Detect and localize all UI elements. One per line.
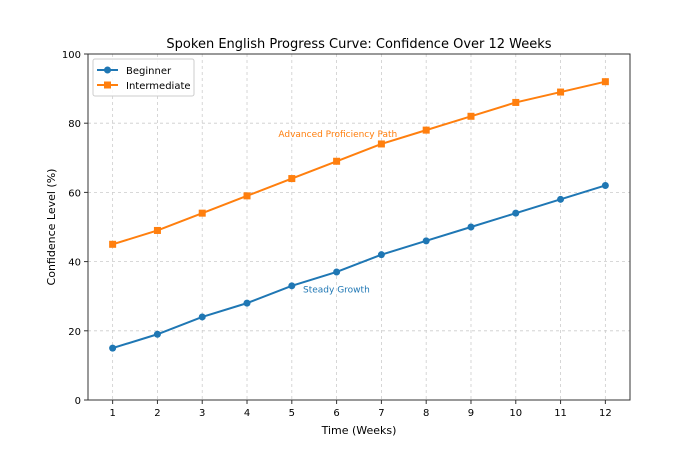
data-point [601, 181, 609, 189]
y-tick-label: 60 [68, 188, 81, 199]
data-point [557, 195, 565, 203]
data-point [467, 223, 475, 231]
data-point [288, 175, 296, 183]
x-tick-label: 12 [599, 408, 612, 419]
x-tick-label: 3 [199, 408, 205, 419]
annotation: Advanced Proficiency Path [278, 130, 397, 140]
data-point [377, 251, 385, 259]
chart-title: Spoken English Progress Curve: Confidenc… [166, 37, 551, 52]
x-tick-label: 6 [333, 408, 339, 419]
x-tick-label: 5 [289, 408, 295, 419]
x-tick-label: 7 [378, 408, 384, 419]
y-tick-label: 20 [68, 327, 81, 338]
x-axis-label: Time (Weeks) [321, 424, 397, 437]
x-tick-label: 4 [244, 408, 250, 419]
data-point [512, 209, 520, 217]
x-tick-label: 2 [154, 408, 160, 419]
data-point [109, 344, 117, 352]
data-point [512, 98, 520, 106]
plot-frame [87, 53, 631, 401]
legend-box [92, 58, 195, 97]
x-tick-label: 11 [554, 408, 567, 419]
data-point [198, 209, 206, 217]
data-point [109, 240, 117, 248]
data-point [153, 226, 161, 234]
data-point [333, 157, 341, 165]
data-point [243, 299, 251, 307]
data-point [333, 268, 341, 276]
data-point [422, 237, 430, 245]
x-tick-label: 9 [468, 408, 474, 419]
data-point [467, 112, 475, 120]
y-tick-label: 80 [68, 119, 81, 130]
data-point [198, 313, 206, 321]
y-axis-label: Confidence Level (%) [45, 169, 58, 286]
annotation: Steady Growth [303, 286, 370, 296]
data-point [153, 330, 161, 338]
x-tick-label: 8 [423, 408, 429, 419]
series-line-beginner [112, 184, 606, 350]
data-point [243, 192, 251, 200]
y-tick-label: 40 [68, 258, 81, 269]
x-tick-label: 1 [109, 408, 115, 419]
y-tick-label: 0 [75, 396, 81, 407]
x-tick-label: 10 [509, 408, 522, 419]
data-point [288, 282, 296, 290]
data-point [422, 126, 430, 134]
data-point [377, 140, 385, 148]
legend-marker [104, 81, 111, 89]
data-point [601, 78, 609, 86]
legend-label: Beginner [126, 66, 172, 77]
data-point [557, 88, 565, 96]
y-tick-label: 100 [62, 50, 81, 61]
legend-label: Intermediate [126, 81, 191, 92]
legend-marker [104, 66, 111, 74]
series-line-intermediate [112, 80, 606, 246]
